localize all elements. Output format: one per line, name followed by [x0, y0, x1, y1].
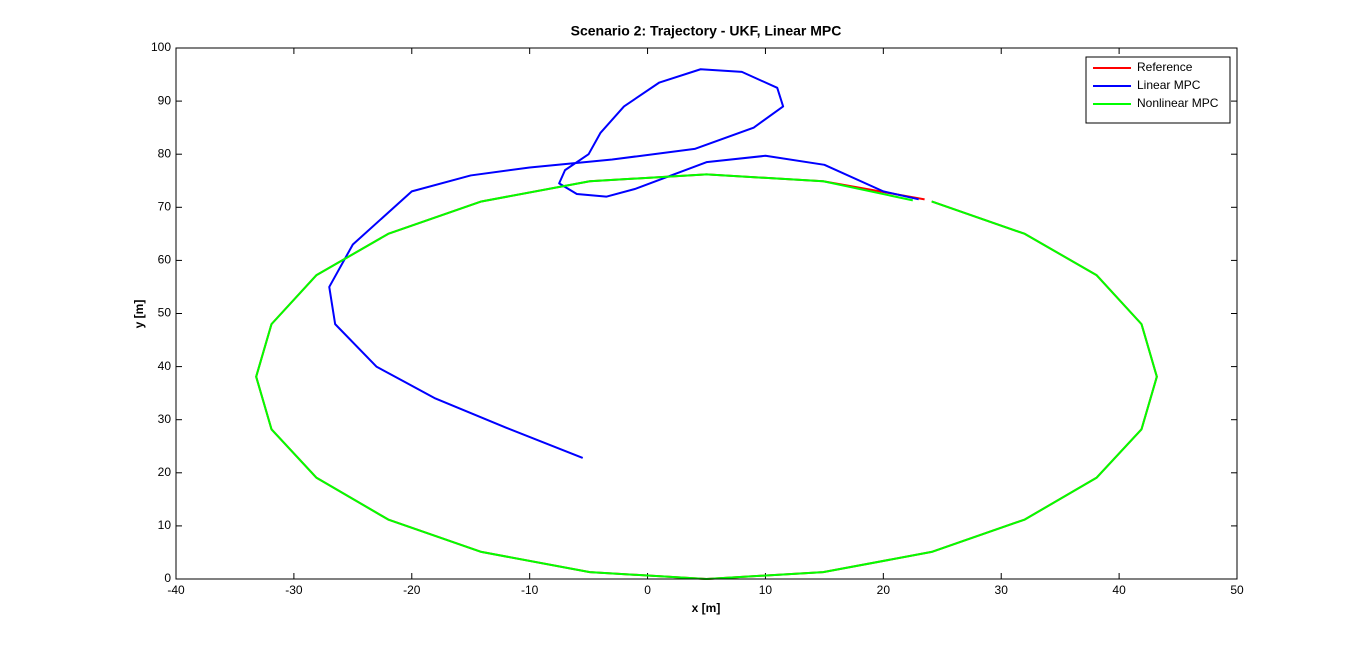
y-tick-label: 80: [158, 146, 172, 160]
y-axis-label: y [m]: [132, 300, 146, 329]
legend: Reference Linear MPC Nonlinear MPC: [1085, 56, 1231, 124]
y-tick-label: 50: [158, 306, 172, 320]
x-tick-label: 40: [1112, 583, 1126, 597]
y-tick-label: 100: [151, 40, 171, 54]
axes-box: [175, 47, 1238, 580]
x-tick-label: -20: [403, 583, 421, 597]
y-tick-label: 0: [164, 571, 171, 585]
x-tick-label: -40: [167, 583, 185, 597]
series-line: [255, 173, 1158, 580]
x-tick-label: 50: [1230, 583, 1244, 597]
y-tick-label: 40: [158, 359, 172, 373]
legend-label: Reference: [1137, 60, 1193, 74]
y-tick-label: 30: [158, 412, 172, 426]
chart-title: Scenario 2: Trajectory - UKF, Linear MPC: [571, 23, 842, 39]
x-tick-label: 20: [877, 583, 891, 597]
x-tick-label: -30: [285, 583, 303, 597]
x-tick-label: 0: [644, 583, 651, 597]
x-tick-label: 30: [995, 583, 1009, 597]
y-tick-label: 60: [158, 253, 172, 267]
y-tick-label: 70: [158, 199, 172, 213]
legend-label: Nonlinear MPC: [1137, 96, 1219, 110]
y-tick-label: 90: [158, 93, 172, 107]
y-tick-label: 20: [158, 465, 172, 479]
legend-label: Linear MPC: [1137, 78, 1201, 92]
plot-area: [176, 48, 1237, 579]
x-tick-label: 10: [759, 583, 773, 597]
x-tick-label: -10: [521, 583, 539, 597]
x-axis-label: x [m]: [692, 601, 721, 615]
y-tick-label: 10: [158, 518, 172, 532]
